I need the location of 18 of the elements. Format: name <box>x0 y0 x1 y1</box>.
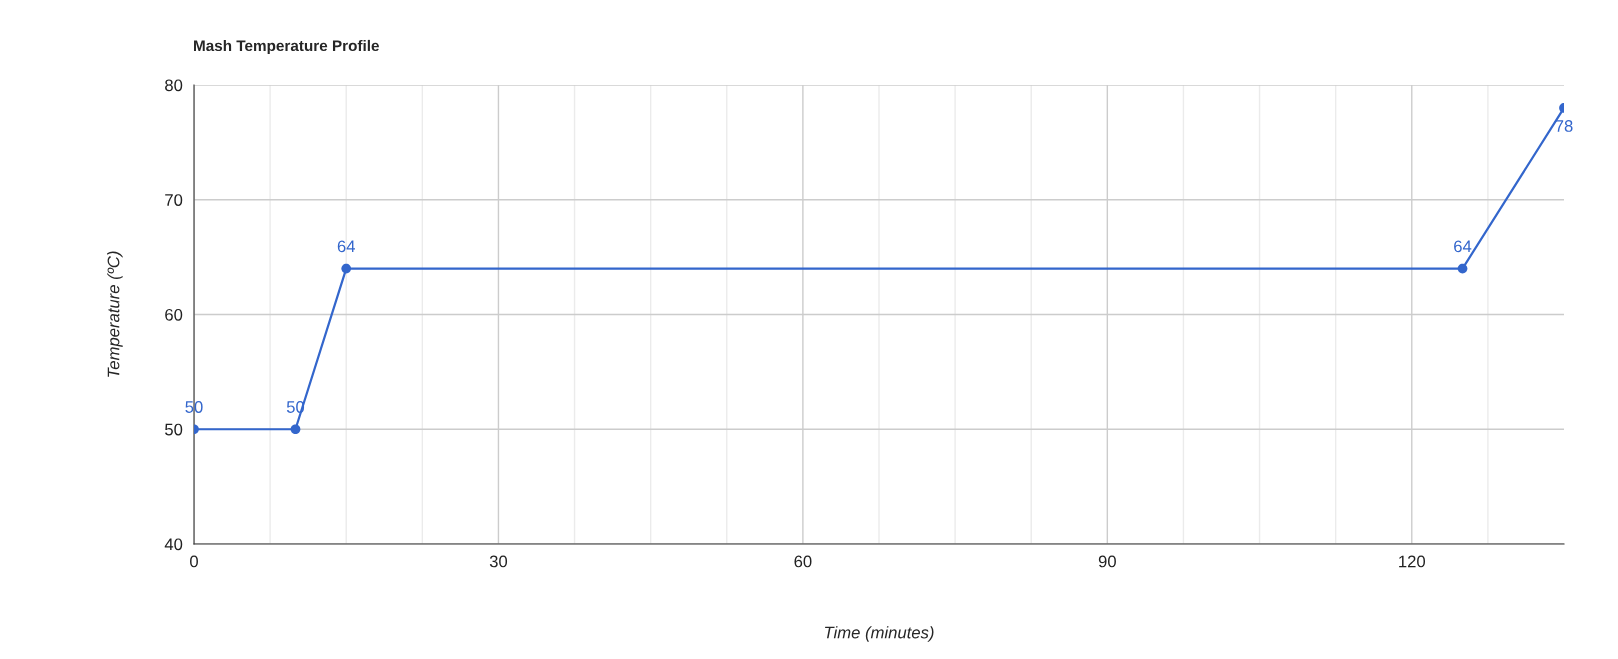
x-tick-label: 30 <box>489 555 508 568</box>
y-tick-label: 50 <box>165 423 183 436</box>
y-tick-label: 60 <box>165 308 183 321</box>
y-tick-label: 80 <box>165 79 183 92</box>
data-label: 64 <box>1454 240 1472 253</box>
y-tick-label: 40 <box>164 538 183 551</box>
x-tick-label: 120 <box>1399 555 1426 568</box>
point <box>290 424 301 435</box>
x-tick-label: 60 <box>794 555 812 568</box>
chart-title: Mash Temperature Profile <box>194 39 379 55</box>
x-tick-label: 0 <box>190 555 198 568</box>
x-axis-title: Time (minutes) <box>825 626 934 642</box>
data-label: 64 <box>337 240 355 253</box>
y-tick-label: 70 <box>165 194 183 206</box>
y-axis-title: Temperature (ºC) <box>107 251 123 377</box>
point <box>341 263 352 274</box>
data-label: 78 <box>1555 120 1573 132</box>
x-tick-label: 90 <box>1098 555 1116 568</box>
